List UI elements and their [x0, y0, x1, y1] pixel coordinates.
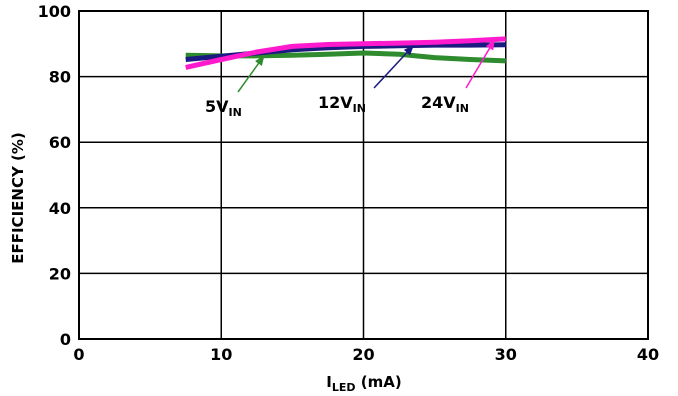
x-axis-title-main: I — [326, 373, 332, 391]
y-tick-label: 100 — [38, 2, 71, 21]
y-tick-label: 0 — [60, 330, 71, 349]
y-axis-title: EFFICIENCY (%) — [9, 132, 27, 264]
callout-arrow — [465, 39, 496, 89]
series-lines — [185, 36, 506, 70]
series-label: 12VIN — [318, 93, 366, 115]
x-tick-label: 20 — [352, 345, 374, 364]
x-tick-label: 40 — [637, 345, 659, 364]
callout-arrow — [237, 55, 265, 93]
y-tick-label: 80 — [49, 68, 71, 87]
x-axis-title-rest: (mA) — [356, 373, 402, 391]
series-line-24v — [185, 36, 506, 70]
y-tick-label: 40 — [49, 199, 71, 218]
series-label: 24VIN — [421, 93, 469, 115]
grid — [78, 10, 649, 340]
y-tick-label: 60 — [49, 133, 71, 152]
x-axis-title: ILED (mA) — [326, 373, 401, 394]
x-tick-label: 0 — [73, 345, 84, 364]
plot-frame — [78, 10, 649, 340]
tick-labels: 0 20 40 60 80 100 0 10 20 30 40 — [38, 2, 660, 364]
series-label: 5VIN — [205, 97, 242, 119]
callout-arrow — [373, 44, 415, 89]
annotations: 5VIN 12VIN 24VIN — [205, 39, 496, 119]
x-tick-label: 30 — [495, 345, 517, 364]
x-axis-title-sub: LED — [332, 381, 356, 394]
y-tick-label: 20 — [49, 264, 71, 283]
x-tick-label: 10 — [210, 345, 232, 364]
